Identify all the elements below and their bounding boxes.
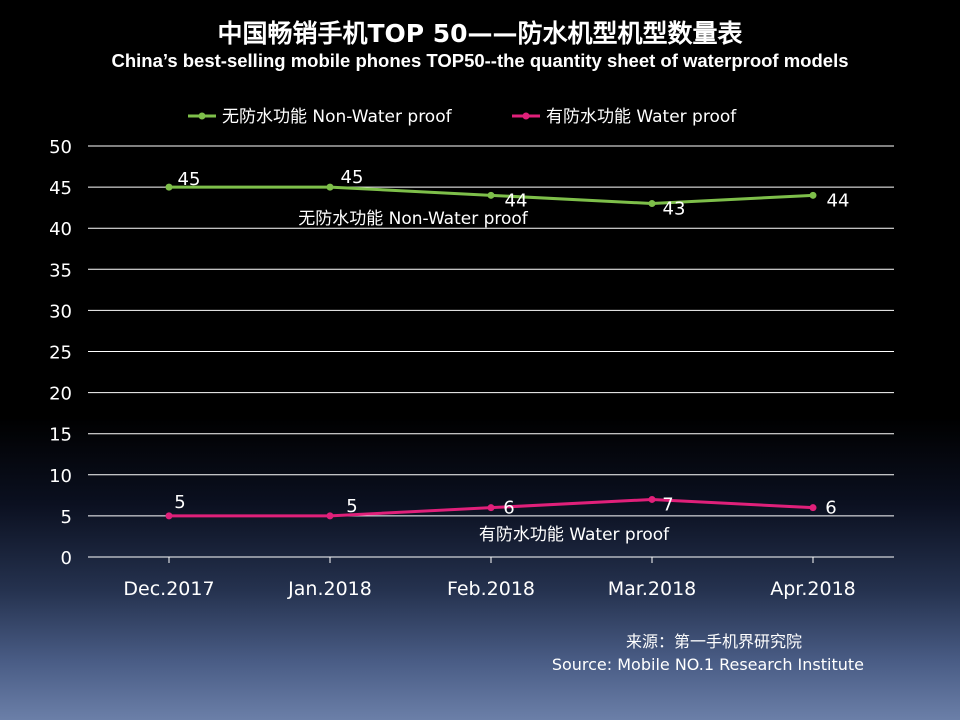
source-note: 来源：第一手机界研究院 Source: Mobile NO.1 Research…	[552, 630, 864, 676]
data-point	[165, 512, 173, 520]
data-point	[487, 504, 495, 512]
data-label: 5	[346, 496, 357, 517]
legend-label: 无防水功能 Non-Water proof	[222, 107, 453, 127]
data-label: 45	[178, 169, 201, 190]
series-label: 有防水功能 Water proof	[479, 525, 670, 545]
data-label: 7	[662, 494, 673, 515]
data-label: 6	[825, 498, 836, 519]
x-tick-label: Dec.2017	[123, 578, 214, 600]
y-tick-label: 5	[61, 507, 72, 528]
data-point	[326, 512, 334, 520]
data-label: 43	[663, 199, 686, 220]
y-tick-label: 25	[49, 343, 72, 364]
legend-label: 有防水功能 Water proof	[546, 107, 737, 127]
data-point	[809, 504, 817, 512]
data-point	[487, 191, 495, 199]
y-tick-label: 45	[49, 178, 72, 199]
y-tick-label: 30	[49, 301, 72, 322]
x-tick-label: Apr.2018	[770, 578, 856, 600]
data-point	[165, 183, 173, 191]
source-en: Source: Mobile NO.1 Research Institute	[551, 655, 864, 674]
y-tick-label: 40	[49, 219, 72, 240]
data-label: 44	[827, 190, 850, 211]
data-label: 45	[341, 167, 364, 188]
x-tick-label: Jan.2018	[287, 578, 372, 600]
data-point	[326, 183, 334, 191]
data-label: 44	[505, 190, 528, 211]
y-tick-label: 50	[49, 137, 72, 158]
legend-marker	[522, 112, 530, 120]
chart-subtitle: China’s best-selling mobile phones TOP50…	[111, 50, 849, 71]
data-point	[648, 200, 656, 208]
data-point	[648, 495, 656, 503]
series-label: 无防水功能 Non-Water proof	[298, 209, 529, 229]
y-tick-label: 10	[49, 466, 72, 487]
y-tick-label: 0	[61, 548, 72, 569]
y-tick-label: 20	[49, 384, 72, 405]
y-tick-label: 15	[49, 425, 72, 446]
y-tick-label: 35	[49, 260, 72, 281]
x-tick-label: Mar.2018	[608, 578, 697, 600]
x-tick-label: Feb.2018	[447, 578, 535, 600]
data-point	[809, 191, 817, 199]
legend-marker	[198, 112, 206, 120]
chart-title: 中国畅销手机TOP 50——防水机型机型数量表	[217, 19, 743, 48]
data-label: 5	[174, 492, 185, 513]
source-zh: 来源：第一手机界研究院	[625, 632, 802, 651]
data-label: 6	[503, 498, 514, 519]
